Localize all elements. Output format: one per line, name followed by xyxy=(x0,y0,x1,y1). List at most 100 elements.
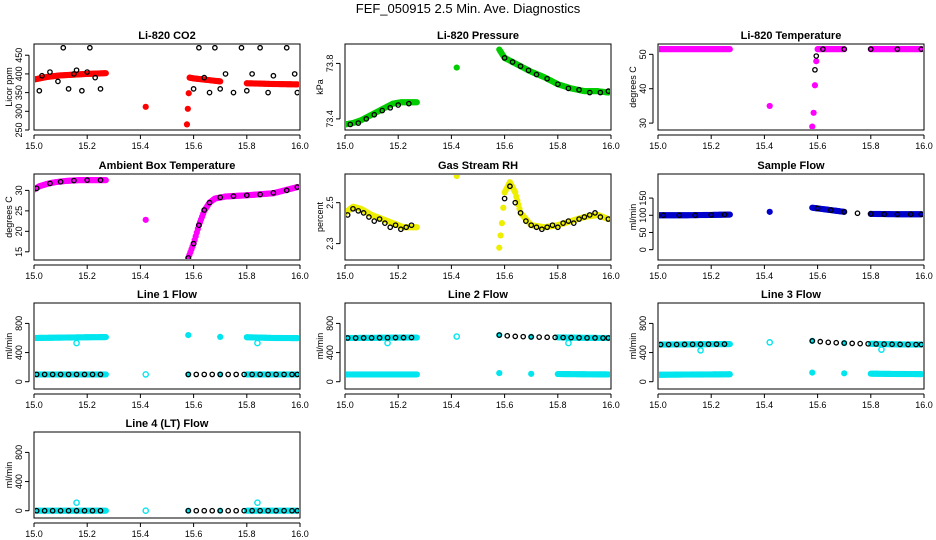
data-point xyxy=(905,341,911,348)
series-raw xyxy=(812,46,923,73)
data-point xyxy=(102,334,109,341)
data-point xyxy=(565,85,572,92)
data-point xyxy=(560,220,566,226)
data-point xyxy=(538,226,545,233)
panel-line-2-flow: Line 2 Flow ml/min 15.0 15.2 15.4 15.6 15.8 16.… xyxy=(315,289,620,410)
data-point xyxy=(570,220,577,226)
y-axis-label: percent xyxy=(315,201,325,232)
data-point xyxy=(346,335,351,341)
data-point xyxy=(206,199,213,206)
x-tick-label: 15.8 xyxy=(549,400,567,410)
plot-frame xyxy=(657,173,925,261)
y-tick-label: 400 xyxy=(14,474,24,489)
data-point xyxy=(907,211,914,218)
y-tick-label: 800 xyxy=(14,316,24,331)
x-tick-label: 15.0 xyxy=(649,400,667,410)
data-point xyxy=(243,87,250,94)
panel-title: Li-820 CO2 xyxy=(138,30,195,42)
data-point xyxy=(811,82,819,89)
data-point xyxy=(726,211,733,218)
data-point xyxy=(509,59,516,65)
x-tick-label: 15.2 xyxy=(389,271,407,281)
data-point xyxy=(225,371,232,378)
data-point xyxy=(257,191,263,198)
data-point xyxy=(689,341,696,348)
panel-li-820-temperature: Li-820 Temperature degrees C 15.0 15.2 15.4 1… xyxy=(628,30,933,151)
y-tick-label: 400 xyxy=(14,345,24,360)
x-tick-label: 15.6 xyxy=(185,529,203,539)
data-point xyxy=(673,341,680,348)
data-point xyxy=(867,211,874,217)
x-tick-label: 16.0 xyxy=(915,271,933,281)
y-tick-label: 0 xyxy=(14,379,24,384)
data-point xyxy=(281,371,287,378)
data-point xyxy=(217,507,224,514)
data-point xyxy=(217,78,224,85)
data-point xyxy=(512,199,519,206)
data-point xyxy=(360,335,367,341)
data-point xyxy=(387,224,394,231)
data-point xyxy=(283,187,290,194)
series-avg-low xyxy=(346,370,610,378)
x-tick-label: 15.0 xyxy=(25,141,43,151)
data-point xyxy=(881,211,887,218)
data-point xyxy=(453,175,460,180)
data-point xyxy=(97,86,104,92)
data-point xyxy=(568,334,574,341)
x-tick-label: 16.0 xyxy=(291,400,309,410)
data-point xyxy=(190,240,197,247)
y-axis-label: degrees C xyxy=(628,66,638,108)
x-tick-label: 15.8 xyxy=(549,141,567,151)
x-tick-label: 15.4 xyxy=(132,400,150,410)
series-avg xyxy=(346,175,610,251)
data-point xyxy=(500,204,507,211)
series-raw xyxy=(346,183,610,233)
data-point xyxy=(294,89,299,96)
plot-frame xyxy=(657,43,925,131)
data-point xyxy=(102,70,109,77)
data-point xyxy=(496,332,503,338)
panel-line-4-lt-flow: Line 4 (LT) Flow ml/min 15.0 15.2 15.4 15.6 15… xyxy=(4,418,309,539)
data-point xyxy=(241,371,247,378)
x-tick-label: 16.0 xyxy=(602,400,620,410)
data-point xyxy=(918,211,923,218)
data-point xyxy=(142,103,149,110)
x-tick-label: 15.6 xyxy=(185,141,203,151)
data-point xyxy=(350,205,356,212)
data-point xyxy=(185,507,192,514)
data-point xyxy=(453,333,461,340)
data-point xyxy=(501,195,508,202)
data-point xyxy=(501,55,508,61)
data-point xyxy=(584,334,590,341)
x-tick-label: 15.0 xyxy=(25,271,43,281)
data-point xyxy=(403,224,410,231)
data-point xyxy=(597,89,604,96)
data-point xyxy=(193,371,200,378)
data-point xyxy=(102,177,109,184)
data-point xyxy=(387,104,394,111)
data-point xyxy=(408,334,415,341)
series-avg xyxy=(346,46,610,128)
y-tick-label: 20 xyxy=(14,226,24,236)
data-point xyxy=(35,185,40,192)
x-tick-label: 15.6 xyxy=(185,271,203,281)
data-point xyxy=(398,226,404,233)
data-point xyxy=(97,177,104,183)
data-point xyxy=(73,67,80,74)
y-tick-label: 400 xyxy=(14,66,24,81)
x-tick-label: 15.6 xyxy=(496,271,514,281)
x-tick-label: 15.6 xyxy=(809,141,827,151)
data-point xyxy=(49,507,56,514)
y-tick-label: 400 xyxy=(325,345,335,360)
data-point xyxy=(504,332,511,339)
data-point xyxy=(283,45,290,51)
series-avg-outliers xyxy=(73,499,261,515)
data-point xyxy=(813,58,820,65)
data-point xyxy=(371,218,378,224)
data-point xyxy=(918,341,923,348)
data-point xyxy=(676,212,683,219)
data-point xyxy=(225,507,232,514)
y-tick-label: 400 xyxy=(638,345,648,360)
data-point xyxy=(217,371,224,378)
data-point xyxy=(265,371,271,378)
